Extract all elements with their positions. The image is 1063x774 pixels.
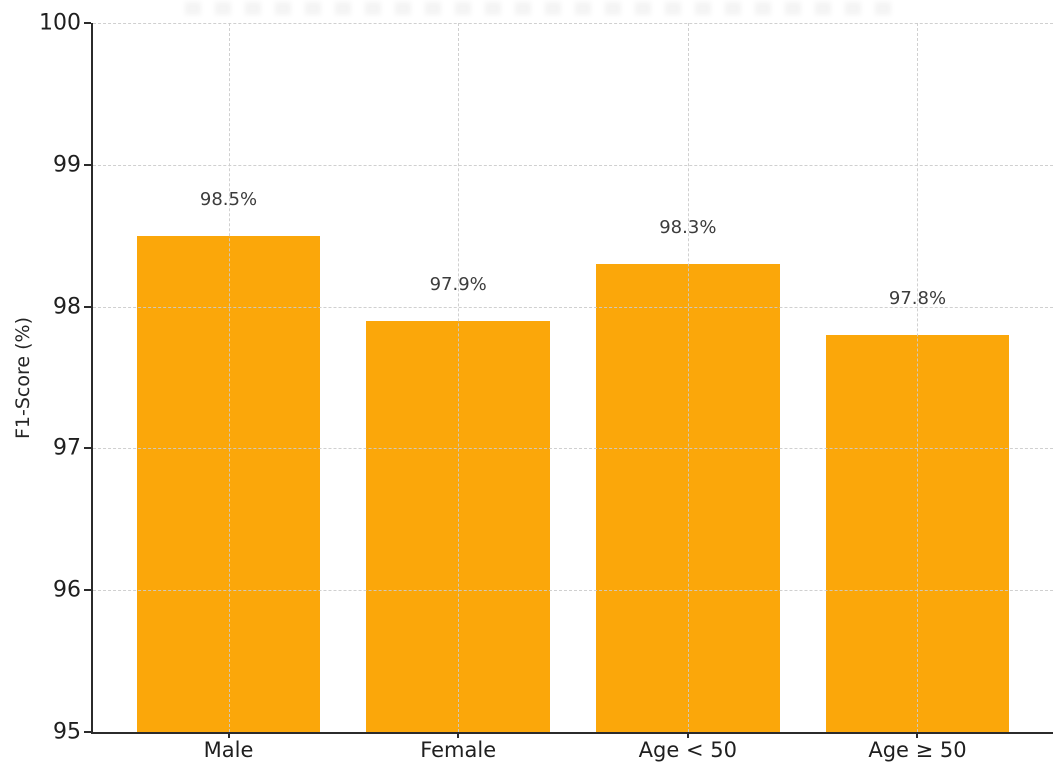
y-tick-label: 96 (53, 577, 81, 603)
y-axis-label: F1-Score (%) (12, 316, 35, 439)
y-tick-label: 98 (53, 294, 81, 320)
cropped-title-artifact (185, 2, 895, 15)
y-axis-line (91, 23, 93, 734)
gridline-v (687, 23, 689, 732)
x-tick-mark (457, 732, 460, 738)
bar (136, 235, 321, 732)
gridline-h (93, 448, 1053, 450)
gridline-h (93, 590, 1053, 592)
y-tick-label: 97 (53, 435, 81, 461)
y-tick-mark (84, 163, 91, 166)
y-tick-mark (84, 305, 91, 308)
bar-value-label: 97.8% (888, 287, 947, 309)
x-tick-label: Age ≥ 50 (868, 738, 967, 762)
y-tick-label: 95 (53, 719, 81, 745)
y-tick-label: 100 (39, 10, 81, 36)
bar-value-label: 98.5% (199, 188, 258, 210)
bar-value-label: 98.3% (659, 217, 717, 239)
y-tick-mark (84, 22, 91, 24)
x-tick-mark (686, 732, 689, 738)
gridline-h (93, 164, 1053, 166)
gridline-v (228, 23, 230, 732)
bar (595, 264, 780, 732)
x-axis-line (91, 732, 1053, 734)
y-tick-mark (84, 589, 91, 592)
x-tick-mark (916, 732, 919, 738)
x-tick-label: Female (420, 738, 497, 762)
gridline-v (458, 23, 460, 732)
y-tick-mark (84, 731, 91, 733)
plot-area: 98.5% 97.9% 98.3% 97.8% (93, 23, 1053, 732)
x-tick-mark (227, 732, 230, 738)
bar-value-label: 97.9% (429, 273, 487, 295)
gridline-h (93, 23, 1053, 24)
gridline-v (917, 23, 919, 732)
y-axis-label-box: F1-Score (%) (0, 23, 46, 732)
x-tick-label: Age < 50 (638, 738, 737, 762)
y-tick-mark (84, 447, 91, 450)
gridline-h (93, 306, 1053, 308)
x-tick-label: Male (203, 738, 254, 762)
y-tick-label: 99 (53, 152, 81, 178)
